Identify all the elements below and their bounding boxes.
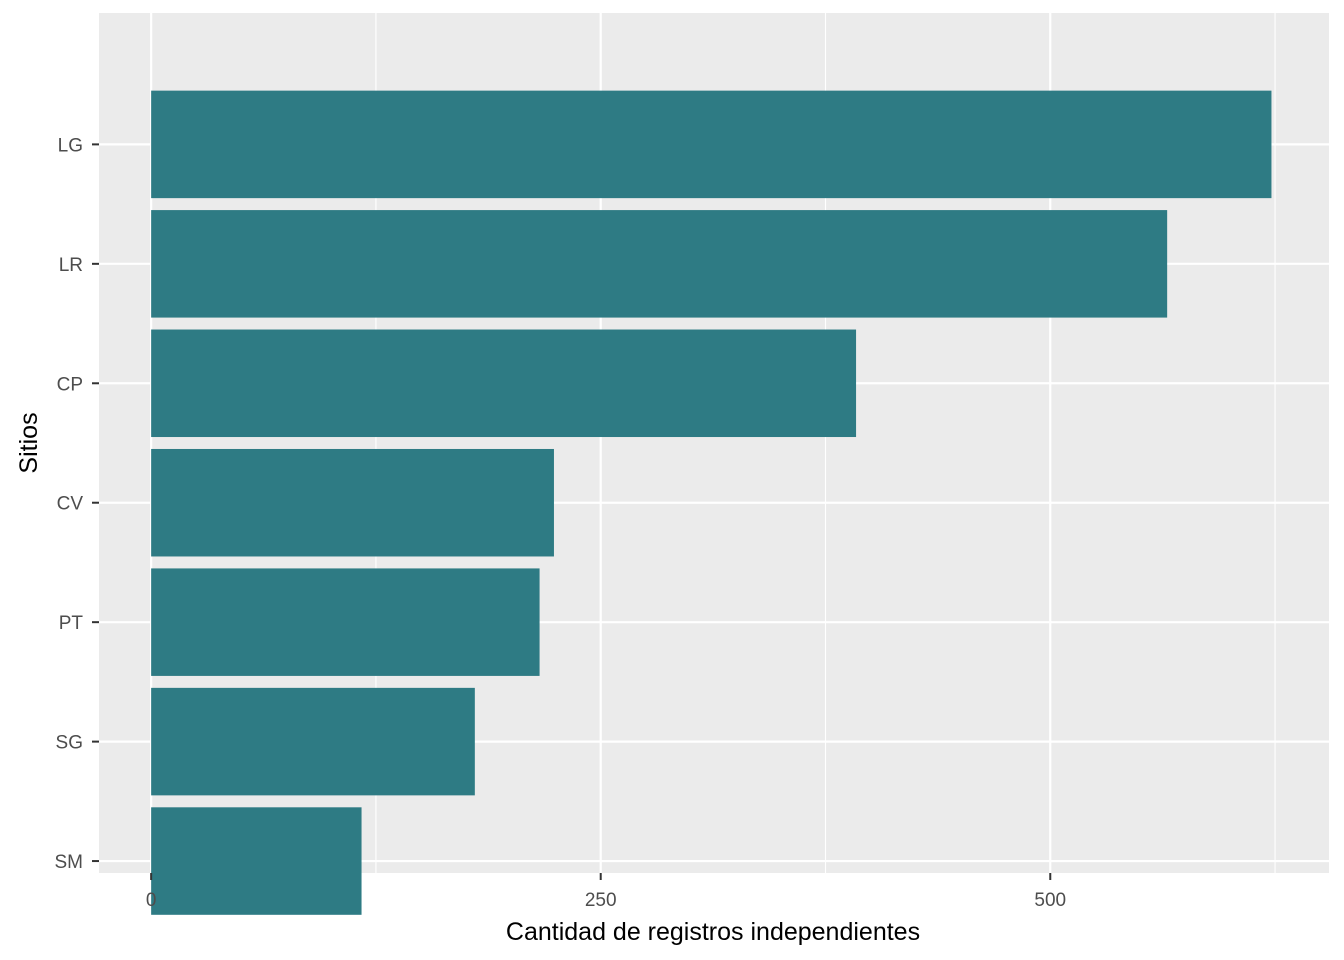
y-axis-title: Sitios: [15, 412, 43, 473]
bar-lg: [151, 90, 1272, 199]
y-tick-label-cp: CP: [57, 374, 83, 395]
x-tick-label: 250: [585, 890, 617, 911]
bar-sg: [151, 687, 475, 796]
bar-cp: [151, 329, 857, 438]
y-tick-label-sg: SG: [56, 733, 83, 754]
y-tick-label-pt: PT: [59, 613, 84, 634]
bar-cv: [151, 448, 554, 557]
bar-pt: [151, 568, 540, 676]
x-axis: 0 250 500: [146, 873, 1066, 911]
bars: [151, 90, 1272, 915]
x-tick-label: 500: [1034, 890, 1066, 911]
y-tick-label-sm: SM: [55, 852, 84, 873]
y-axis: LG LR CP CV PT SG SM: [55, 135, 99, 873]
y-tick-label-lr: LR: [59, 255, 83, 276]
y-tick-label-cv: CV: [57, 494, 84, 515]
y-tick-label-lg: LG: [58, 135, 83, 156]
bar-sm: [151, 807, 362, 915]
bar-lr: [151, 210, 1168, 318]
x-axis-title: Cantidad de registros independientes: [506, 918, 920, 946]
x-tick-label: 0: [146, 890, 157, 911]
